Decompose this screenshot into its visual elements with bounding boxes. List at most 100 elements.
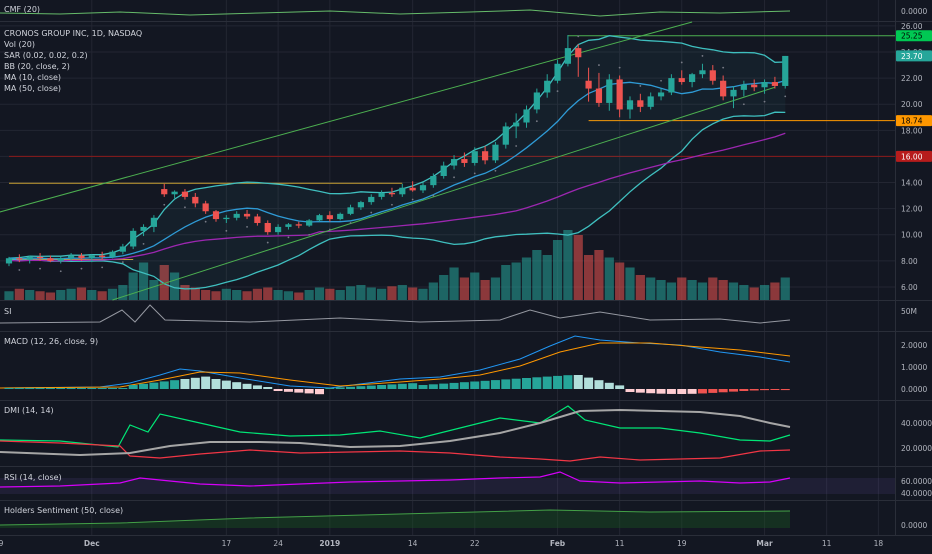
candle-body-23 — [243, 213, 251, 217]
volume-bar-63 — [656, 280, 666, 300]
candle-26 — [275, 224, 282, 235]
candle-body-40 — [419, 185, 427, 191]
price-tick-3: 20.00 — [901, 100, 923, 109]
ma10-line — [8, 80, 786, 260]
volume-bar-41 — [428, 282, 438, 300]
volume-bar-62 — [646, 277, 656, 300]
volume-bar-43 — [449, 267, 459, 300]
price-badge-3: 16.00 — [896, 150, 932, 162]
candle-body-41 — [430, 176, 437, 186]
candle-8 — [88, 254, 95, 263]
candle-body-4 — [47, 258, 54, 261]
volume-bar-14 — [149, 280, 159, 300]
macd-bar-46 — [480, 380, 490, 389]
candle-16 — [171, 190, 178, 199]
macd-bar-58 — [604, 382, 614, 389]
label-symbol: CRONOS GROUP INC, 1D, NASDAQ — [4, 29, 142, 38]
candle-24 — [254, 213, 261, 226]
macd-bar-43 — [449, 382, 459, 389]
volume-bar-16 — [170, 272, 180, 300]
candle-body-18 — [192, 196, 199, 204]
volume-bar-45 — [470, 272, 480, 300]
label-si: SI — [4, 307, 11, 316]
volume-layer — [4, 230, 790, 300]
sar-dot-67 — [701, 55, 704, 57]
volume-bar-0 — [4, 291, 14, 300]
macd-bar-24 — [252, 385, 262, 389]
sar-dot-13 — [142, 242, 145, 245]
volume-bar-71 — [739, 285, 749, 300]
candle-58 — [606, 74, 613, 111]
candle-66 — [689, 72, 696, 88]
macd-bar-6 — [66, 388, 76, 389]
x-tick-10: Mar — [756, 539, 773, 548]
volume-bar-59 — [615, 262, 625, 300]
price-badge-bg-3 — [896, 150, 932, 162]
macd-bar-68 — [708, 389, 718, 393]
candle-74 — [771, 76, 778, 89]
dmi-plus-line — [0, 405, 791, 448]
candle-49 — [513, 113, 520, 139]
volume-bar-36 — [377, 288, 387, 300]
macd-bar-28 — [294, 389, 304, 393]
macd-bar-48 — [501, 379, 511, 389]
macd-bar-66 — [687, 389, 697, 394]
candle-body-43 — [450, 159, 458, 166]
macd-bar-8 — [87, 388, 97, 389]
candle-47 — [492, 142, 499, 163]
x-tick-1: Dec — [84, 539, 100, 548]
candle-63 — [657, 88, 665, 101]
sar-dot-63 — [660, 79, 662, 82]
volume-bar-27 — [283, 291, 294, 300]
sar-dot-5 — [59, 270, 62, 273]
candle-3 — [36, 253, 44, 261]
si-line — [0, 304, 791, 324]
candle-6 — [68, 253, 75, 261]
sar-dot-43 — [453, 176, 455, 179]
volume-bar-29 — [304, 290, 314, 300]
sar-dot-61 — [639, 85, 642, 87]
candle-body-48 — [502, 126, 509, 145]
macd-bar-73 — [760, 389, 770, 391]
volume-bar-35 — [366, 287, 376, 300]
macd-bar-42 — [439, 383, 449, 389]
candle-0 — [5, 256, 13, 267]
candle-70 — [730, 85, 737, 109]
sar-dot-27 — [287, 236, 290, 239]
candle-21 — [223, 215, 230, 223]
price-badge-label-0: 25.25 — [901, 32, 923, 41]
macd-bar-50 — [522, 378, 531, 389]
macd-bar-18 — [190, 377, 200, 389]
candle-52 — [544, 74, 551, 98]
dmi-tick-40: 40.0000 — [901, 419, 932, 428]
x-tick-12: 18 — [874, 539, 884, 548]
bb-fill — [9, 35, 786, 289]
macd-bar-1 — [14, 388, 24, 389]
sar-dot-21 — [225, 229, 228, 232]
price-tick-7: 12.00 — [901, 205, 923, 214]
candle-body-54 — [564, 48, 571, 64]
candle-34 — [357, 200, 364, 210]
candle-64 — [668, 74, 675, 96]
sar-dot-1 — [18, 269, 21, 271]
candle-29 — [306, 219, 313, 227]
candle-11 — [119, 243, 126, 255]
candle-62 — [647, 92, 654, 110]
label-vol: Vol (20) — [4, 40, 35, 49]
trend-lines-layer — [0, 21, 776, 301]
candle-body-72 — [751, 84, 758, 88]
price-badge-0: 25.25 — [896, 30, 932, 42]
candle-body-26 — [275, 226, 282, 233]
macd-bar-5 — [56, 388, 66, 389]
label-ma50: MA (50, close) — [4, 84, 61, 93]
candle-68 — [709, 65, 716, 85]
volume-bar-23 — [242, 291, 252, 300]
macd-bar-10 — [108, 388, 117, 389]
label-dmi: DMI (14, 14) — [4, 406, 54, 415]
candle-body-59 — [616, 79, 623, 110]
volume-bar-13 — [138, 262, 149, 300]
macd-bar-61 — [635, 389, 645, 393]
volume-bar-7 — [76, 287, 87, 300]
volume-bar-26 — [273, 290, 283, 300]
